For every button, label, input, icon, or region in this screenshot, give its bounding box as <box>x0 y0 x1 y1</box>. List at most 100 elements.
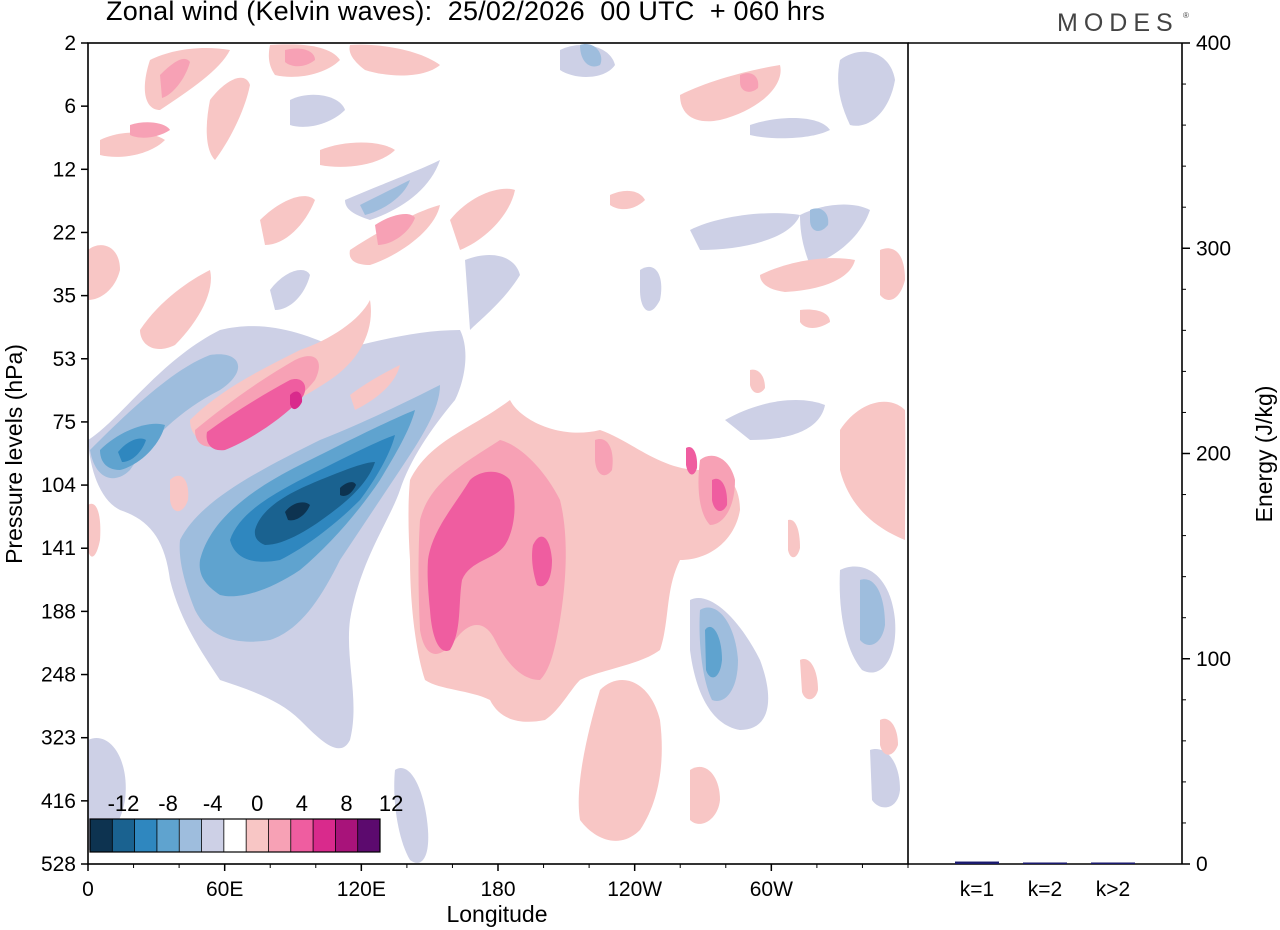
y-tick-label: 2 <box>64 32 76 55</box>
contour-patch <box>640 266 662 311</box>
contour-patch <box>680 65 781 122</box>
contour-patch <box>810 208 829 232</box>
contour-patch <box>580 44 602 67</box>
y-tick-label: 141 <box>41 537 76 560</box>
contour-patch <box>740 73 759 92</box>
contour-patch <box>375 214 415 245</box>
contour-patch <box>350 365 400 410</box>
contour-patch <box>270 270 310 310</box>
colorbar-swatch <box>335 819 358 852</box>
energy-tick-label: 400 <box>1196 32 1231 55</box>
x-tick-label: 120E <box>337 878 386 901</box>
y-axis-title: Pressure levels (hPa) <box>1 344 27 564</box>
y-tick-label: 528 <box>41 853 76 876</box>
colorbar-swatch <box>179 819 202 852</box>
y-tick-label: 75 <box>53 411 76 434</box>
colorbar-swatch <box>268 819 292 852</box>
positive-contour-level-6 <box>206 379 728 651</box>
brand-logo: MODES <box>1057 9 1179 37</box>
colorbar-tick-label: -8 <box>158 791 178 816</box>
contour-patch <box>712 478 728 512</box>
contour-patch <box>725 400 825 440</box>
energy-axis-title: Energy (J/kg) <box>1251 386 1277 523</box>
contour-patch <box>349 44 440 76</box>
colorbar-tick-label: 4 <box>296 791 308 816</box>
contour-patch <box>686 446 698 475</box>
contour-patch <box>880 718 898 755</box>
x-axis-title: Longitude <box>446 901 547 927</box>
contour-patch <box>140 270 211 350</box>
colorbar-swatch <box>290 819 314 852</box>
contour-patch <box>595 439 613 476</box>
colorbar-tick-label: -4 <box>203 791 223 816</box>
energy-tick-label: 100 <box>1196 648 1231 671</box>
energy-category-label: k=2 <box>1028 878 1062 901</box>
contour-patch <box>130 122 170 138</box>
x-tick-label: 60E <box>206 878 243 901</box>
energy-category-label: k>2 <box>1096 878 1130 901</box>
colorbar-tick-label: 0 <box>251 791 263 816</box>
chart-title: Zonal wind (Kelvin waves): 25/02/2026 00… <box>106 0 826 26</box>
colorbar-swatch <box>313 819 336 852</box>
y-tick-label: 12 <box>53 158 76 181</box>
colorbar-swatch <box>246 819 269 852</box>
colorbar-swatch <box>90 819 113 852</box>
contour-patch <box>285 48 315 67</box>
y-tick-label: 53 <box>53 348 76 371</box>
x-tick-label: 120W <box>607 878 662 901</box>
colorbar-tick-label: -12 <box>108 791 140 816</box>
energy-bar-chart: 0 100 200 300 400 k=1 k=2 k>2 <box>955 32 1231 901</box>
contour-patch <box>788 519 800 558</box>
contour-patch <box>860 579 885 645</box>
energy-bar <box>955 861 999 864</box>
y-tick-label: 22 <box>53 221 76 244</box>
contour-patch <box>206 77 250 160</box>
energy-bar <box>1091 862 1135 864</box>
negative-contour-level-minus12 <box>285 482 356 521</box>
contour-patch <box>578 680 662 841</box>
contour-patch <box>260 196 315 245</box>
negative-contour-level-minus10 <box>254 462 375 545</box>
contour-patch <box>118 438 146 462</box>
contour-patch <box>320 142 395 167</box>
contour-patch <box>206 379 306 451</box>
colorbar-swatch <box>223 819 247 852</box>
energy-tick-label: 200 <box>1196 443 1231 466</box>
y-tick-label: 416 <box>41 790 76 813</box>
contour-patch <box>394 768 429 863</box>
contour-patch <box>838 51 895 126</box>
energy-tick-label: 0 <box>1196 853 1208 876</box>
energy-bar <box>1023 862 1067 864</box>
colorbar-swatch <box>156 819 180 852</box>
contour-patch <box>465 255 520 330</box>
contour-patch <box>427 471 515 651</box>
colorbar-tick-label: 12 <box>379 791 403 816</box>
y-axis: 2 6 12 22 35 53 75 104 141 188 248 323 416 528 <box>41 32 88 876</box>
contour-patch <box>690 766 720 824</box>
contour-patch <box>360 180 410 215</box>
colorbar-frame <box>89 818 381 853</box>
contour-patch <box>532 536 552 587</box>
y-tick-label: 248 <box>41 664 76 687</box>
contour-patch <box>800 659 818 700</box>
y-tick-label: 323 <box>41 727 76 750</box>
contour-patch <box>88 503 101 557</box>
contour-patch <box>750 118 830 139</box>
contour-patch <box>88 245 120 300</box>
energy-tick-label: 300 <box>1196 237 1231 260</box>
contour-patch <box>450 188 515 250</box>
x-tick-label: 60W <box>750 878 793 901</box>
contour-patch <box>880 248 905 300</box>
contour-patch <box>750 369 765 394</box>
colorbar-swatch <box>201 819 225 852</box>
contour-patch <box>610 190 645 210</box>
contour-patch <box>170 475 189 512</box>
y-tick-label: 188 <box>41 600 76 623</box>
contour-patch <box>705 626 722 678</box>
contour-patch <box>290 391 303 410</box>
colorbar: -12 -8 -4 0 4 8 12 <box>89 791 403 853</box>
contour-patch <box>870 749 900 808</box>
colorbar-swatch <box>357 819 381 852</box>
contour-patch <box>285 502 310 521</box>
